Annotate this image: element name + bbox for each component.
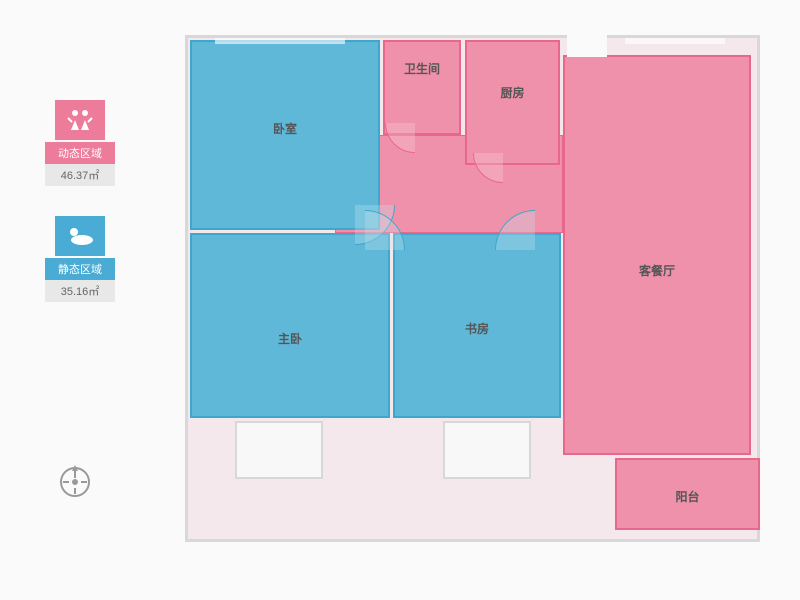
legend-panel: 动态区域 46.37㎡ 静态区域 35.16㎡ xyxy=(45,100,115,332)
room-balcony: 阳台 xyxy=(615,458,760,530)
room-bathroom: 卫生间 xyxy=(383,40,461,135)
label-living: 客餐厅 xyxy=(639,262,675,279)
room-living: 客餐厅 xyxy=(563,55,751,455)
room-kitchen: 厨房 xyxy=(465,40,560,165)
legend-dynamic: 动态区域 46.37㎡ xyxy=(45,100,115,186)
label-bathroom: 卫生间 xyxy=(404,60,440,77)
legend-static-value: 35.16㎡ xyxy=(45,280,115,302)
sleep-icon xyxy=(55,216,105,256)
label-balcony: 阳台 xyxy=(675,488,699,505)
window-right xyxy=(443,421,531,479)
legend-dynamic-value: 46.37㎡ xyxy=(45,164,115,186)
label-kitchen: 厨房 xyxy=(500,84,524,101)
people-icon xyxy=(55,100,105,140)
legend-dynamic-label: 动态区域 xyxy=(45,142,115,164)
window-left xyxy=(235,421,323,479)
floorplan-container: 客餐厅 卧室 卫生间 厨房 主卧 书房 阳台 xyxy=(185,35,760,555)
room-master: 主卧 xyxy=(190,233,390,418)
compass-icon xyxy=(55,460,95,505)
label-bedroom: 卧室 xyxy=(273,120,297,137)
label-master: 主卧 xyxy=(278,330,302,347)
room-bedroom: 卧室 xyxy=(190,40,380,230)
window-top-right xyxy=(625,38,725,44)
label-study: 书房 xyxy=(465,320,489,337)
room-study: 书房 xyxy=(393,233,561,418)
legend-static: 静态区域 35.16㎡ xyxy=(45,216,115,302)
wall-gap xyxy=(567,35,607,57)
legend-static-label: 静态区域 xyxy=(45,258,115,280)
window-top-left xyxy=(215,38,345,44)
